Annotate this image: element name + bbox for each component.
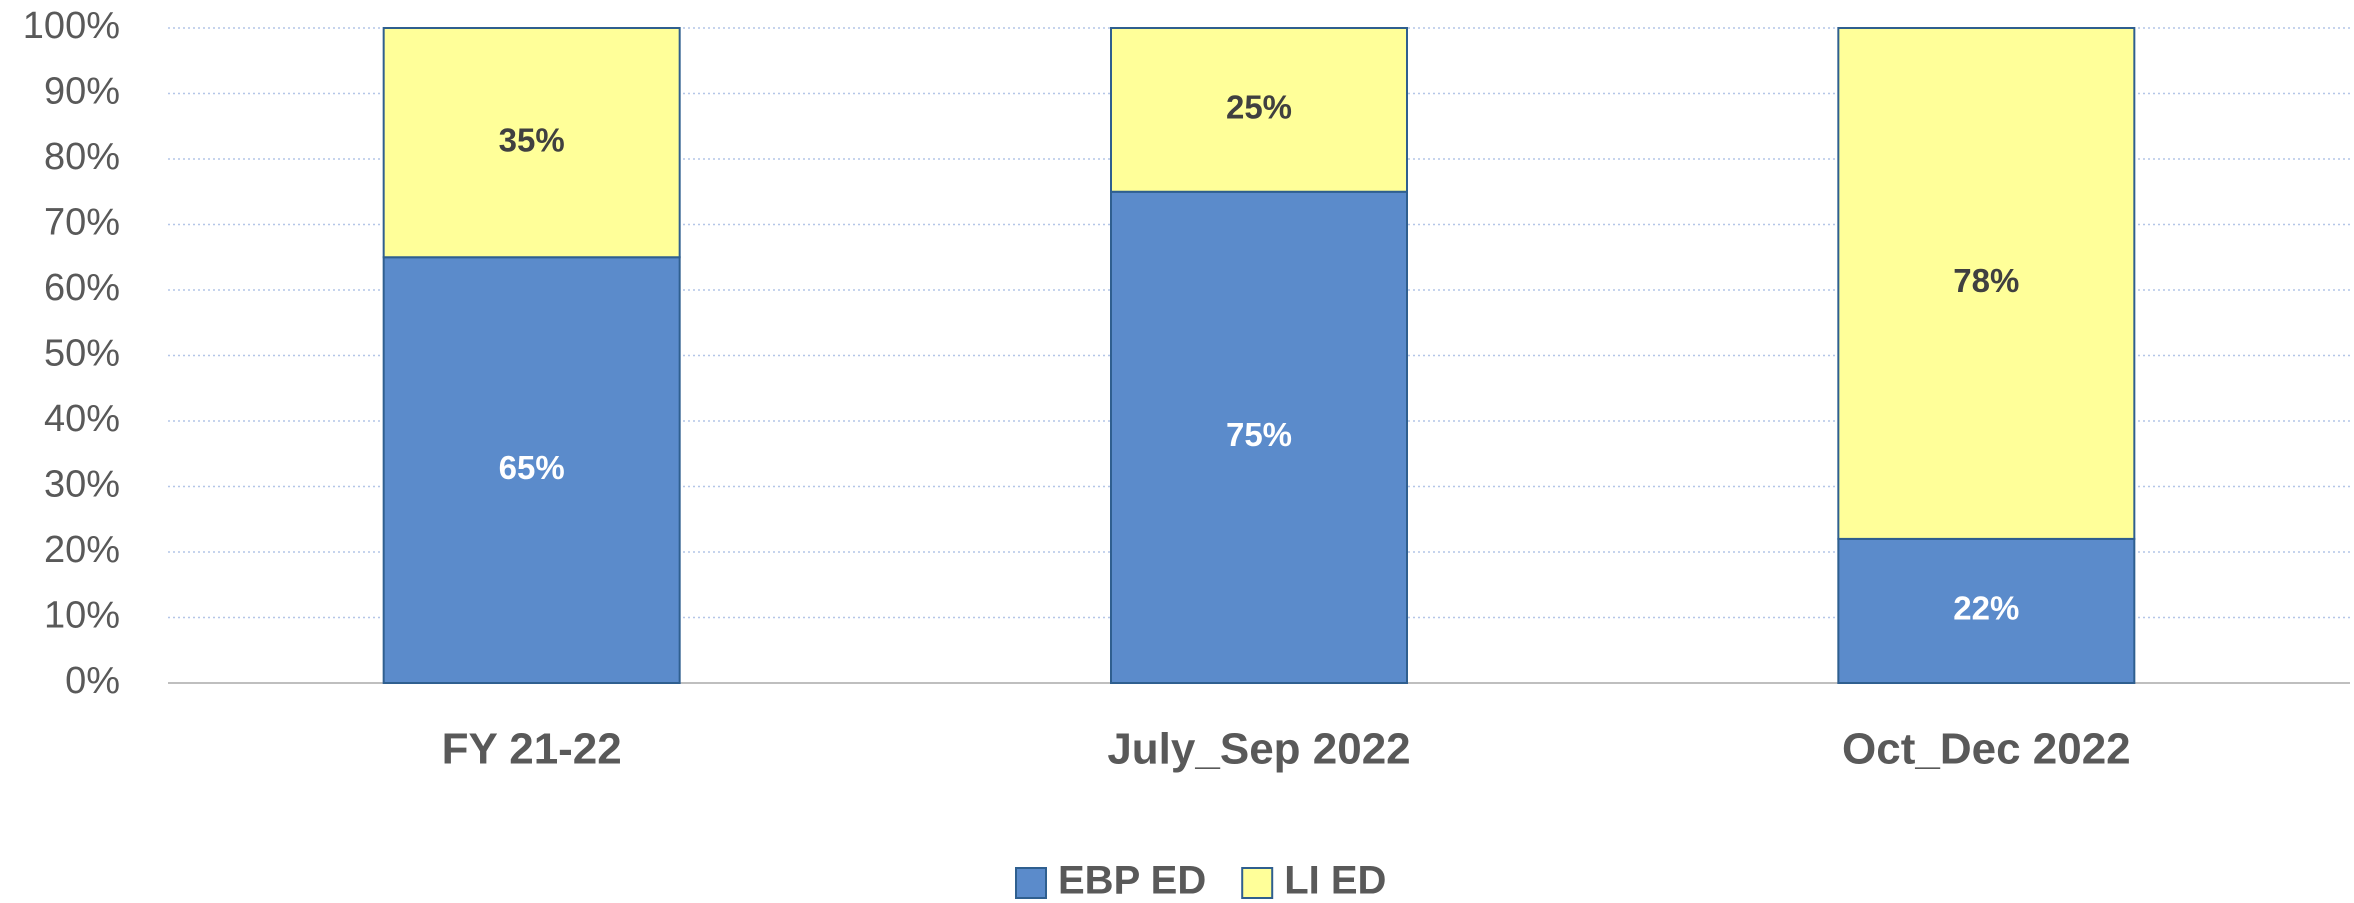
data-label: 22% <box>1953 590 2019 627</box>
bar-segment <box>1837 537 2136 685</box>
legend-label: EBP ED <box>1058 859 1206 903</box>
y-tick-label: 60% <box>44 267 120 309</box>
y-tick-label: 0% <box>65 660 120 702</box>
bar-segment <box>1110 27 1408 193</box>
x-tick-label: FY 21-22 <box>442 725 622 774</box>
y-tick-label: 40% <box>44 398 120 440</box>
bar-segment <box>1110 190 1408 684</box>
y-tick-label: 90% <box>44 71 120 113</box>
data-label: 75% <box>1226 416 1292 453</box>
x-tick-label: July_Sep 2022 <box>1107 725 1410 774</box>
legend-label: LI ED <box>1284 859 1386 903</box>
y-tick-label: 70% <box>44 202 120 244</box>
data-label: 35% <box>499 121 565 158</box>
bar-segment <box>1837 27 2136 540</box>
data-label: 65% <box>499 449 565 486</box>
y-tick-label: 100% <box>23 5 120 47</box>
y-tick-label: 50% <box>44 333 120 375</box>
data-label: 78% <box>1953 262 2019 299</box>
x-tick-label: Oct_Dec 2022 <box>1842 725 2131 774</box>
bar-segment <box>382 27 681 259</box>
y-tick-label: 30% <box>44 464 120 506</box>
legend-swatch <box>1241 867 1274 899</box>
bar-segment <box>382 256 681 684</box>
y-tick-label: 20% <box>44 529 120 571</box>
legend-swatch <box>1015 867 1047 899</box>
data-label: 25% <box>1226 89 1292 126</box>
y-tick-label: 80% <box>44 136 120 178</box>
y-tick-label: 10% <box>44 595 120 637</box>
